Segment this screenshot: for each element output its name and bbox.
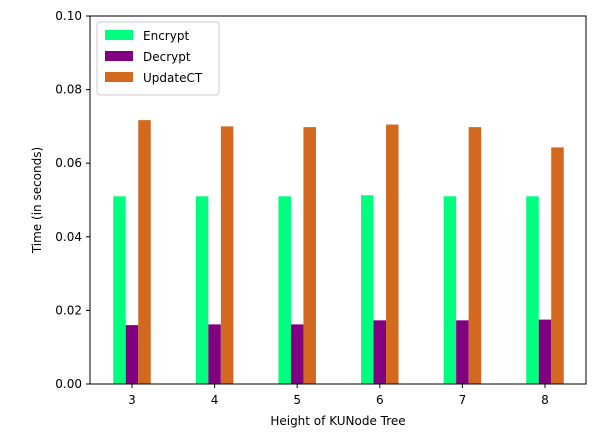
legend-label-decrypt: Decrypt bbox=[143, 50, 191, 64]
y-axis-title: Time (in seconds) bbox=[30, 147, 44, 254]
x-tick-label: 8 bbox=[541, 393, 549, 407]
bar-encrypt-8 bbox=[526, 196, 539, 384]
legend-swatch-updatect bbox=[105, 72, 133, 82]
bar-decrypt-8 bbox=[538, 319, 552, 384]
bar-encrypt-6 bbox=[361, 195, 374, 384]
y-axis: 0.00 0.02 0.04 0.06 0.08 0.10 bbox=[55, 9, 90, 391]
y-tick-label: 0.00 bbox=[55, 377, 82, 391]
bar-updatect-6 bbox=[386, 124, 399, 384]
x-axis-title: Height of KUNode Tree bbox=[270, 414, 405, 428]
bar-encrypt-7 bbox=[443, 196, 457, 384]
bar-updatect-8 bbox=[551, 147, 564, 384]
bar-encrypt-5 bbox=[278, 196, 291, 384]
plot-frame bbox=[89, 15, 587, 385]
x-tick-label: 3 bbox=[128, 393, 136, 407]
legend-label-updatect: UpdateCT bbox=[143, 71, 203, 85]
bar-decrypt-7 bbox=[456, 320, 469, 384]
x-tick-label: 7 bbox=[459, 393, 467, 407]
bar-decrypt-3 bbox=[125, 325, 139, 384]
bar-updatect-3 bbox=[138, 120, 151, 384]
bar-decrypt-6 bbox=[373, 320, 387, 384]
bar-decrypt-5 bbox=[290, 324, 304, 384]
y-tick-label: 0.10 bbox=[55, 9, 82, 23]
y-tick-label: 0.08 bbox=[55, 83, 82, 97]
x-tick-label: 6 bbox=[376, 393, 384, 407]
legend: Encrypt Decrypt UpdateCT bbox=[96, 21, 220, 96]
bar-updatect-7 bbox=[468, 127, 482, 384]
bar-decrypt-4 bbox=[208, 324, 221, 384]
bar-updatect-5 bbox=[303, 127, 316, 384]
bar-encrypt-4 bbox=[195, 196, 209, 384]
bar-updatect-4 bbox=[220, 126, 234, 385]
bars-layer bbox=[113, 120, 564, 385]
legend-label-encrypt: Encrypt bbox=[143, 29, 189, 43]
legend-swatch-encrypt bbox=[105, 30, 133, 40]
y-tick-label: 0.06 bbox=[55, 156, 82, 170]
x-axis: 3 4 5 6 7 8 bbox=[128, 384, 549, 407]
x-tick-label: 4 bbox=[211, 393, 219, 407]
x-tick-label: 5 bbox=[293, 393, 301, 407]
y-tick-label: 0.02 bbox=[55, 303, 82, 317]
y-tick-label: 0.04 bbox=[55, 230, 82, 244]
legend-swatch-decrypt bbox=[105, 51, 133, 61]
bar-encrypt-3 bbox=[113, 196, 126, 384]
